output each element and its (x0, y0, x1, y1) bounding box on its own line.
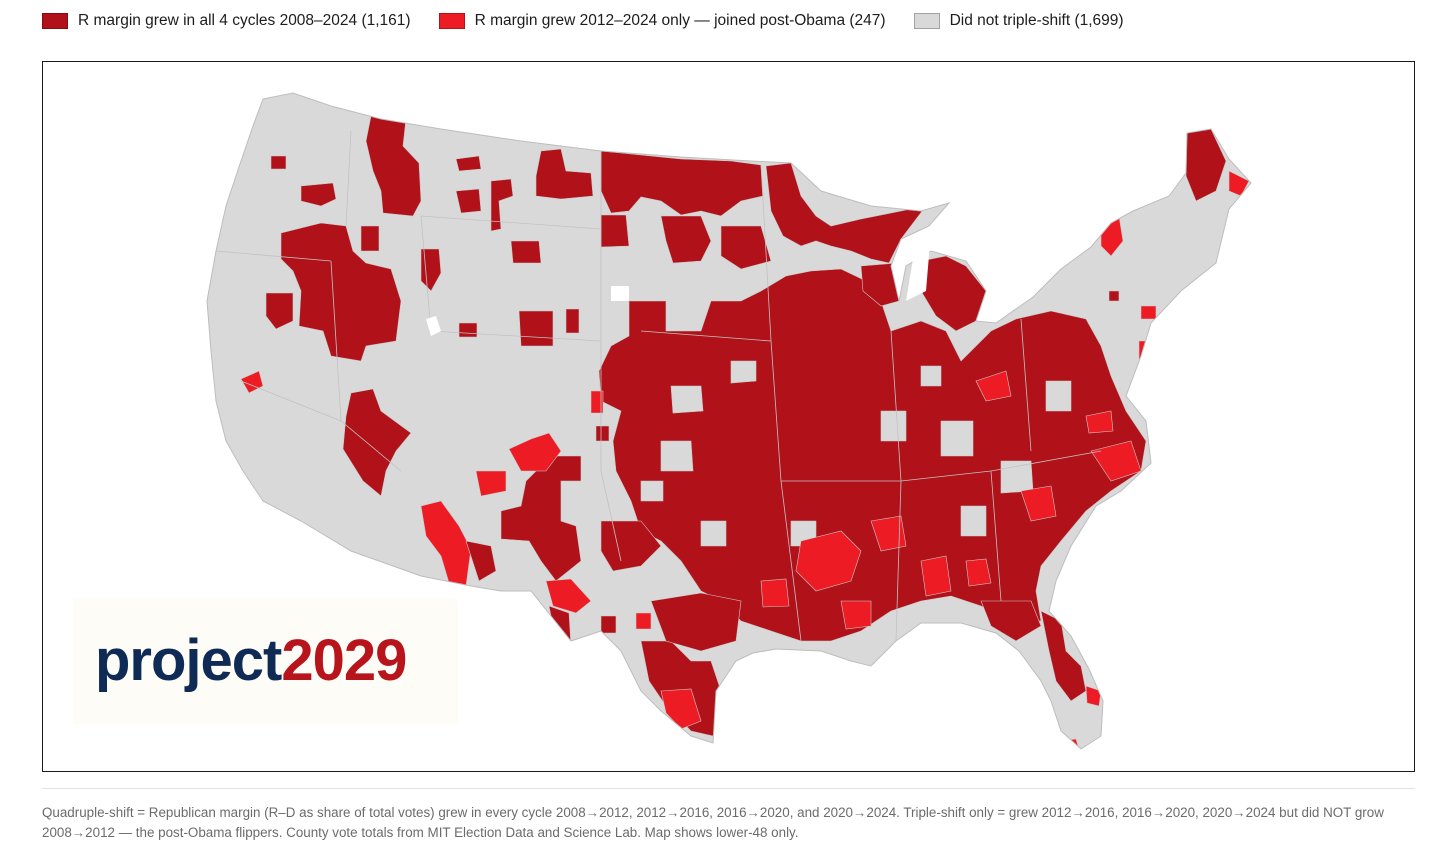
project2029-logo: project2029 (73, 598, 458, 724)
unshaded-county (611, 286, 629, 301)
legend-item-no-shift: Did not triple-shift (1,699) (913, 12, 1124, 30)
legend-item-quadruple-shift: R margin grew in all 4 cycles 2008–2024 … (42, 12, 411, 30)
state-borders (215, 130, 1102, 642)
legend-label-no-shift: Did not triple-shift (1,699) (949, 12, 1124, 29)
map-frame: project2029 (42, 61, 1415, 772)
legend-swatch-triple-shift (438, 13, 465, 29)
lake-michigan (906, 231, 931, 301)
divider (42, 788, 1415, 789)
legend-swatch-quadruple-shift (42, 13, 68, 29)
great-salt-lake (426, 316, 441, 336)
county-map (206, 92, 1252, 750)
logo-text-project: project (95, 628, 282, 693)
footnote: Quadruple-shift = Republican margin (R–D… (42, 805, 1384, 840)
map-land (206, 92, 1252, 750)
legend-swatch-no-shift (913, 13, 940, 29)
logo-text-2029: 2029 (281, 628, 407, 693)
legend-label-quadruple-shift: R margin grew in all 4 cycles 2008–2024 … (78, 12, 411, 29)
legend-item-triple-shift: R margin grew 2012–2024 only — joined po… (438, 12, 886, 30)
logo-text: project2029 (95, 632, 407, 690)
legend: R margin grew in all 4 cycles 2008–2024 … (42, 10, 1152, 32)
county-fills (240, 115, 1250, 749)
legend-label-triple-shift: R margin grew 2012–2024 only — joined po… (474, 12, 886, 29)
